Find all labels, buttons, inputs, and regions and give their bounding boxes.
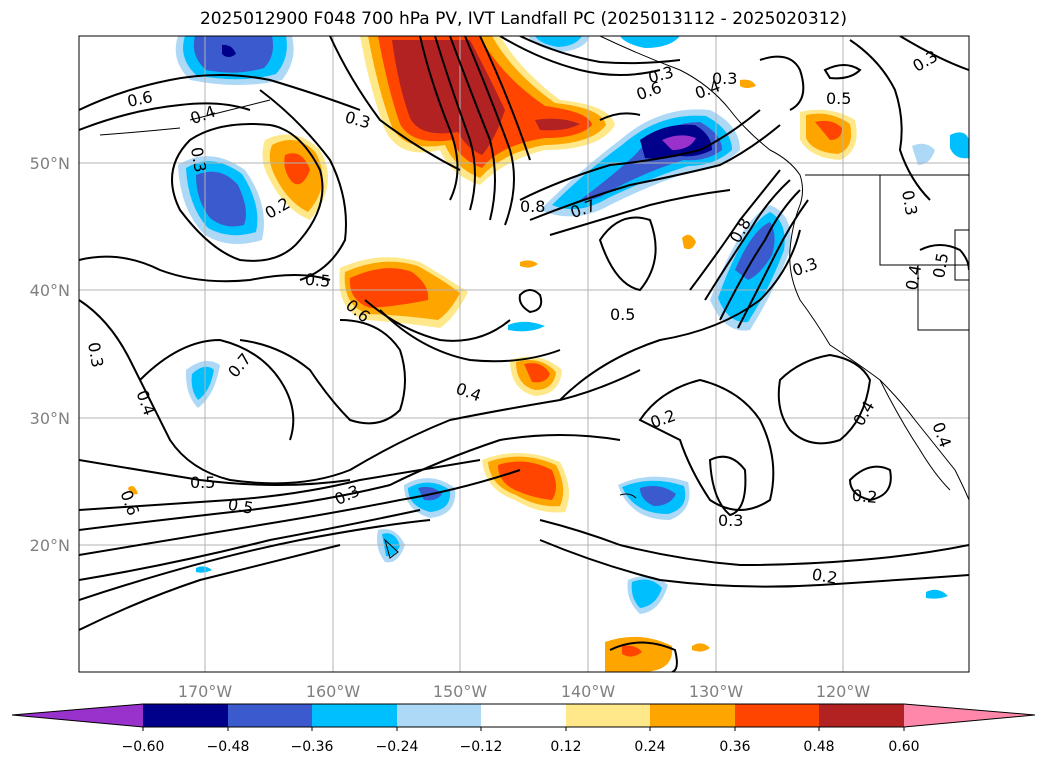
lat-label: 40°N — [30, 281, 70, 300]
colorbar-tick-label: −0.36 — [291, 739, 334, 755]
colorbar-bin — [735, 704, 819, 727]
shade-negative — [222, 44, 236, 57]
contour-label: 0.2 — [851, 486, 878, 507]
lon-label: 140°W — [561, 682, 616, 701]
shade-negative — [926, 589, 948, 599]
shade-negative — [640, 486, 676, 506]
shade-positive — [622, 645, 642, 657]
colorbar-bin — [650, 704, 735, 727]
lon-label: 170°W — [178, 682, 233, 701]
contour-label: 0.3 — [187, 145, 210, 173]
shade-positive — [498, 461, 556, 500]
shade-positive — [349, 268, 429, 308]
colorbar-tick-label: −0.48 — [207, 739, 250, 755]
contour-label: 0.5 — [610, 305, 635, 324]
shade-negative — [191, 366, 214, 400]
shade-positive — [535, 118, 580, 131]
colorbar-bin — [312, 704, 397, 727]
colorbar-bin — [228, 704, 312, 727]
contour-label: 0.5 — [929, 251, 952, 279]
contour-label: 0.2 — [810, 565, 838, 588]
shade-positive — [524, 363, 550, 383]
contour-label: 0.4 — [928, 420, 955, 450]
shade-negative — [508, 321, 545, 332]
shade-negative — [535, 36, 582, 47]
shade-positive — [682, 234, 696, 250]
contour-label: 0.3 — [790, 254, 820, 281]
contour-label: 0.3 — [343, 107, 373, 132]
contour-label: 0.4 — [902, 263, 925, 291]
shaded-regions — [128, 36, 969, 672]
shade-positive — [284, 153, 310, 185]
lat-labels: 50°N 40°N 30°N 20°N — [30, 154, 70, 555]
colorbar-tick-label: −0.60 — [122, 739, 165, 755]
contour-label: 0.5 — [304, 270, 331, 291]
shade-positive — [692, 643, 710, 652]
shade-positive — [815, 120, 842, 140]
colorbar-bin — [397, 704, 481, 727]
shade-positive — [128, 486, 138, 495]
lon-labels: 170°W 160°W 150°W 140°W 130°W 120°W — [178, 682, 871, 701]
contour-label: 0.4 — [132, 388, 159, 418]
pv-contours — [79, 36, 969, 672]
contour-label: 0.3 — [712, 69, 737, 88]
colorbar: −0.60 −0.48 −0.36 −0.24 −0.12 0.12 0.24 … — [11, 703, 1036, 755]
colorbar-tick-label: −0.12 — [460, 739, 503, 755]
colorbar-tick-label: 0.60 — [888, 739, 919, 755]
contour-label: 0.8 — [520, 197, 545, 216]
map-frame — [78, 35, 970, 673]
lat-label: 30°N — [30, 409, 70, 428]
contour-label: 0.6 — [116, 488, 143, 518]
colorbar-bin — [481, 704, 566, 727]
contour-label: 0.5 — [190, 473, 215, 492]
lat-label: 20°N — [30, 536, 70, 555]
shade-negative — [196, 566, 212, 573]
contour-label: 0.5 — [226, 495, 254, 518]
coastlines — [99, 36, 969, 559]
contour-label: 0.5 — [826, 89, 851, 108]
contour-label: 0.6 — [125, 87, 154, 111]
contour-label: 0.3 — [909, 46, 941, 75]
lat-label: 50°N — [30, 154, 70, 173]
lon-label: 150°W — [433, 682, 488, 701]
contour-label: 0.3 — [718, 511, 743, 530]
shade-negative — [735, 222, 775, 280]
colorbar-tick-label: 0.12 — [550, 739, 581, 755]
shade-negative — [620, 36, 680, 48]
shade-negative — [196, 171, 246, 227]
colorbar-bin — [819, 704, 904, 727]
colorbar-under — [12, 704, 143, 727]
shade-negative — [662, 135, 696, 150]
colorbar-bin — [143, 704, 228, 727]
lon-label: 130°W — [689, 682, 744, 701]
colorbar-over — [904, 704, 1035, 727]
shade-negative — [950, 132, 969, 159]
shade-negative — [912, 143, 935, 165]
map-title: 2025012900 F048 700 hPa PV, IVT Landfall… — [199, 9, 847, 29]
colorbar-tick-label: 0.48 — [803, 739, 834, 755]
shade-positive — [740, 79, 756, 88]
colorbar-tick-label: −0.24 — [376, 739, 419, 755]
contour-label: 0.2 — [648, 406, 678, 433]
shade-positive — [392, 40, 505, 155]
contour-label: 0.3 — [84, 341, 107, 369]
contour-label: 0.4 — [188, 102, 218, 129]
contour-label: 0.4 — [453, 379, 483, 406]
shade-positive — [520, 260, 538, 268]
lon-label: 120°W — [816, 682, 871, 701]
lon-label: 160°W — [306, 682, 361, 701]
colorbar-tick-label: 0.24 — [634, 739, 665, 755]
contour-label: 0.3 — [898, 189, 921, 217]
contour-label: 0.7 — [224, 349, 255, 381]
shade-negative — [631, 579, 662, 608]
colorbar-bin — [566, 704, 650, 727]
map-panel: 0.6 0.4 0.3 0.3 0.2 0.3 0.6 0.4 0.3 0.5 … — [79, 36, 969, 672]
colorbar-tick-label: 0.36 — [719, 739, 750, 755]
